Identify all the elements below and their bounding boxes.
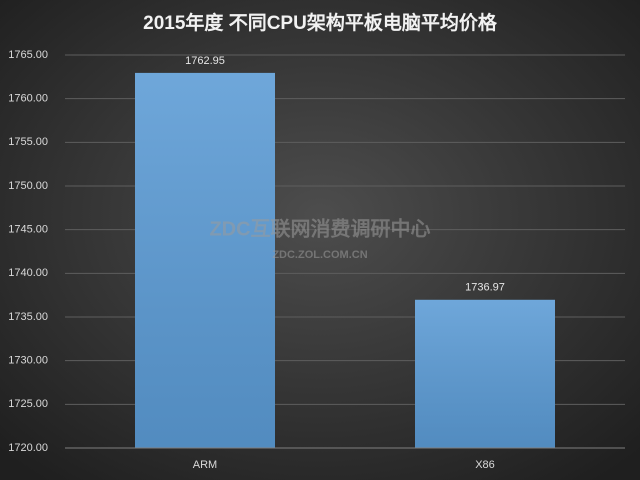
data-label: 1762.95 [185,55,225,67]
data-label: 1736.97 [465,282,505,294]
y-tick-label: 1750.00 [8,180,48,192]
watermark: ZDC.ZOL.COM.CN [272,249,367,261]
y-tick-label: 1735.00 [8,311,48,323]
y-tick-label: 1745.00 [8,224,48,236]
x-tick-label: ARM [193,459,217,471]
y-tick-label: 1725.00 [8,398,48,410]
watermark: ZDC互联网消费调研中心 [209,216,430,240]
bar [135,72,275,449]
x-tick-label: X86 [475,459,495,471]
y-tick-label: 1765.00 [8,49,48,61]
y-tick-label: 1730.00 [8,355,48,367]
y-tick-label: 1740.00 [8,267,48,279]
y-tick-label: 1755.00 [8,136,48,148]
y-tick-label: 1720.00 [8,442,48,454]
bar [415,299,555,448]
y-tick-label: 1760.00 [8,93,48,105]
chart-title: 2015年度 不同CPU架构平板电脑平均价格 [143,11,498,34]
